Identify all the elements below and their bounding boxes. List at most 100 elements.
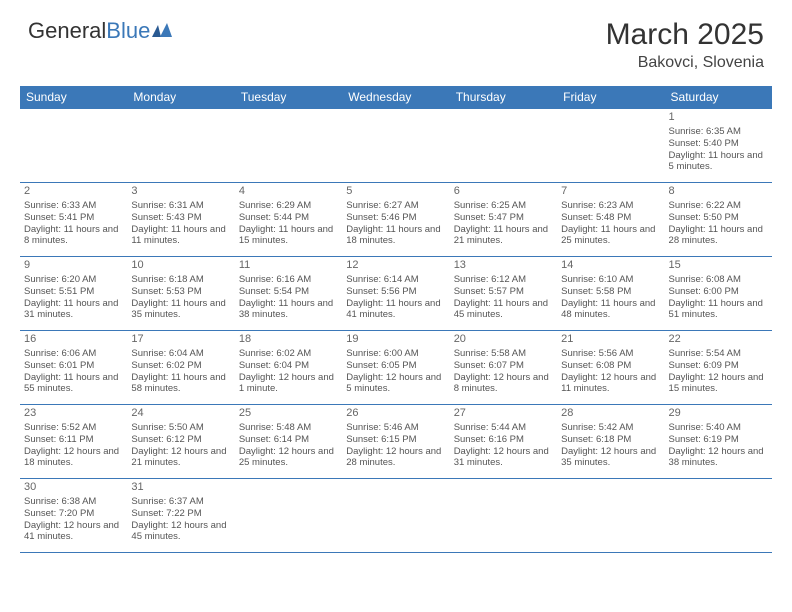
day-cell bbox=[342, 109, 449, 183]
daylight-text: Daylight: 11 hours and 35 minutes. bbox=[131, 298, 230, 322]
day-cell: 1Sunrise: 6:35 AMSunset: 5:40 PMDaylight… bbox=[665, 109, 772, 183]
sunset-text: Sunset: 5:50 PM bbox=[669, 212, 768, 224]
day-cell: 12Sunrise: 6:14 AMSunset: 5:56 PMDayligh… bbox=[342, 257, 449, 331]
daylight-text: Daylight: 11 hours and 58 minutes. bbox=[131, 372, 230, 396]
col-saturday: Saturday bbox=[665, 86, 772, 109]
day-cell: 4Sunrise: 6:29 AMSunset: 5:44 PMDaylight… bbox=[235, 183, 342, 257]
day-number: 22 bbox=[669, 333, 768, 347]
daylight-text: Daylight: 11 hours and 8 minutes. bbox=[24, 224, 123, 248]
logo: GeneralBlue bbox=[28, 18, 174, 44]
sunrise-text: Sunrise: 5:40 AM bbox=[669, 422, 768, 434]
daylight-text: Daylight: 12 hours and 25 minutes. bbox=[239, 446, 338, 470]
sunrise-text: Sunrise: 6:16 AM bbox=[239, 274, 338, 286]
sunset-text: Sunset: 6:15 PM bbox=[346, 434, 445, 446]
sunset-text: Sunset: 5:53 PM bbox=[131, 286, 230, 298]
col-thursday: Thursday bbox=[450, 86, 557, 109]
col-friday: Friday bbox=[557, 86, 664, 109]
sunset-text: Sunset: 6:09 PM bbox=[669, 360, 768, 372]
week-row: 23Sunrise: 5:52 AMSunset: 6:11 PMDayligh… bbox=[20, 405, 772, 479]
daylight-text: Daylight: 11 hours and 48 minutes. bbox=[561, 298, 660, 322]
header-row: Sunday Monday Tuesday Wednesday Thursday… bbox=[20, 86, 772, 109]
sunrise-text: Sunrise: 6:06 AM bbox=[24, 348, 123, 360]
sunrise-text: Sunrise: 6:33 AM bbox=[24, 200, 123, 212]
day-cell bbox=[342, 479, 449, 553]
day-cell: 20Sunrise: 5:58 AMSunset: 6:07 PMDayligh… bbox=[450, 331, 557, 405]
day-cell: 9Sunrise: 6:20 AMSunset: 5:51 PMDaylight… bbox=[20, 257, 127, 331]
day-number: 24 bbox=[131, 407, 230, 421]
week-row: 1Sunrise: 6:35 AMSunset: 5:40 PMDaylight… bbox=[20, 109, 772, 183]
day-number: 7 bbox=[561, 185, 660, 199]
day-cell: 29Sunrise: 5:40 AMSunset: 6:19 PMDayligh… bbox=[665, 405, 772, 479]
sunset-text: Sunset: 6:16 PM bbox=[454, 434, 553, 446]
sunrise-text: Sunrise: 6:25 AM bbox=[454, 200, 553, 212]
sunset-text: Sunset: 5:47 PM bbox=[454, 212, 553, 224]
sunset-text: Sunset: 6:02 PM bbox=[131, 360, 230, 372]
col-wednesday: Wednesday bbox=[342, 86, 449, 109]
title-block: March 2025 Bakovci, Slovenia bbox=[606, 18, 764, 72]
sunset-text: Sunset: 5:43 PM bbox=[131, 212, 230, 224]
daylight-text: Daylight: 12 hours and 45 minutes. bbox=[131, 520, 230, 544]
day-number: 1 bbox=[669, 111, 768, 125]
daylight-text: Daylight: 11 hours and 21 minutes. bbox=[454, 224, 553, 248]
daylight-text: Daylight: 12 hours and 35 minutes. bbox=[561, 446, 660, 470]
day-number: 16 bbox=[24, 333, 123, 347]
daylight-text: Daylight: 11 hours and 18 minutes. bbox=[346, 224, 445, 248]
day-cell: 10Sunrise: 6:18 AMSunset: 5:53 PMDayligh… bbox=[127, 257, 234, 331]
sunset-text: Sunset: 6:07 PM bbox=[454, 360, 553, 372]
sunrise-text: Sunrise: 5:52 AM bbox=[24, 422, 123, 434]
day-number: 23 bbox=[24, 407, 123, 421]
sunset-text: Sunset: 6:04 PM bbox=[239, 360, 338, 372]
day-number: 12 bbox=[346, 259, 445, 273]
day-number: 6 bbox=[454, 185, 553, 199]
day-cell: 31Sunrise: 6:37 AMSunset: 7:22 PMDayligh… bbox=[127, 479, 234, 553]
daylight-text: Daylight: 11 hours and 28 minutes. bbox=[669, 224, 768, 248]
day-cell: 8Sunrise: 6:22 AMSunset: 5:50 PMDaylight… bbox=[665, 183, 772, 257]
sunrise-text: Sunrise: 5:54 AM bbox=[669, 348, 768, 360]
sunset-text: Sunset: 6:14 PM bbox=[239, 434, 338, 446]
sunrise-text: Sunrise: 5:50 AM bbox=[131, 422, 230, 434]
day-cell: 28Sunrise: 5:42 AMSunset: 6:18 PMDayligh… bbox=[557, 405, 664, 479]
day-cell: 14Sunrise: 6:10 AMSunset: 5:58 PMDayligh… bbox=[557, 257, 664, 331]
week-row: 30Sunrise: 6:38 AMSunset: 7:20 PMDayligh… bbox=[20, 479, 772, 553]
daylight-text: Daylight: 12 hours and 31 minutes. bbox=[454, 446, 553, 470]
day-number: 31 bbox=[131, 481, 230, 495]
sunrise-text: Sunrise: 6:02 AM bbox=[239, 348, 338, 360]
day-cell: 23Sunrise: 5:52 AMSunset: 6:11 PMDayligh… bbox=[20, 405, 127, 479]
daylight-text: Daylight: 11 hours and 51 minutes. bbox=[669, 298, 768, 322]
day-cell: 6Sunrise: 6:25 AMSunset: 5:47 PMDaylight… bbox=[450, 183, 557, 257]
day-number: 28 bbox=[561, 407, 660, 421]
day-cell bbox=[20, 109, 127, 183]
sunset-text: Sunset: 5:44 PM bbox=[239, 212, 338, 224]
day-number: 27 bbox=[454, 407, 553, 421]
sunset-text: Sunset: 6:12 PM bbox=[131, 434, 230, 446]
week-row: 16Sunrise: 6:06 AMSunset: 6:01 PMDayligh… bbox=[20, 331, 772, 405]
day-number: 10 bbox=[131, 259, 230, 273]
daylight-text: Daylight: 11 hours and 15 minutes. bbox=[239, 224, 338, 248]
calendar-table: Sunday Monday Tuesday Wednesday Thursday… bbox=[20, 86, 772, 553]
sunrise-text: Sunrise: 6:22 AM bbox=[669, 200, 768, 212]
daylight-text: Daylight: 11 hours and 38 minutes. bbox=[239, 298, 338, 322]
sunrise-text: Sunrise: 5:46 AM bbox=[346, 422, 445, 434]
sunset-text: Sunset: 5:56 PM bbox=[346, 286, 445, 298]
daylight-text: Daylight: 12 hours and 38 minutes. bbox=[669, 446, 768, 470]
calendar-body: 1Sunrise: 6:35 AMSunset: 5:40 PMDaylight… bbox=[20, 109, 772, 553]
day-cell: 25Sunrise: 5:48 AMSunset: 6:14 PMDayligh… bbox=[235, 405, 342, 479]
day-number: 26 bbox=[346, 407, 445, 421]
day-number: 11 bbox=[239, 259, 338, 273]
sunset-text: Sunset: 6:00 PM bbox=[669, 286, 768, 298]
day-number: 25 bbox=[239, 407, 338, 421]
day-cell: 7Sunrise: 6:23 AMSunset: 5:48 PMDaylight… bbox=[557, 183, 664, 257]
day-cell bbox=[127, 109, 234, 183]
sunset-text: Sunset: 5:40 PM bbox=[669, 138, 768, 150]
daylight-text: Daylight: 12 hours and 11 minutes. bbox=[561, 372, 660, 396]
sunrise-text: Sunrise: 6:08 AM bbox=[669, 274, 768, 286]
sunrise-text: Sunrise: 5:56 AM bbox=[561, 348, 660, 360]
daylight-text: Daylight: 11 hours and 45 minutes. bbox=[454, 298, 553, 322]
day-number: 18 bbox=[239, 333, 338, 347]
sunset-text: Sunset: 5:54 PM bbox=[239, 286, 338, 298]
daylight-text: Daylight: 11 hours and 31 minutes. bbox=[24, 298, 123, 322]
location: Bakovci, Slovenia bbox=[606, 54, 764, 72]
sunrise-text: Sunrise: 6:29 AM bbox=[239, 200, 338, 212]
day-number: 29 bbox=[669, 407, 768, 421]
day-number: 14 bbox=[561, 259, 660, 273]
